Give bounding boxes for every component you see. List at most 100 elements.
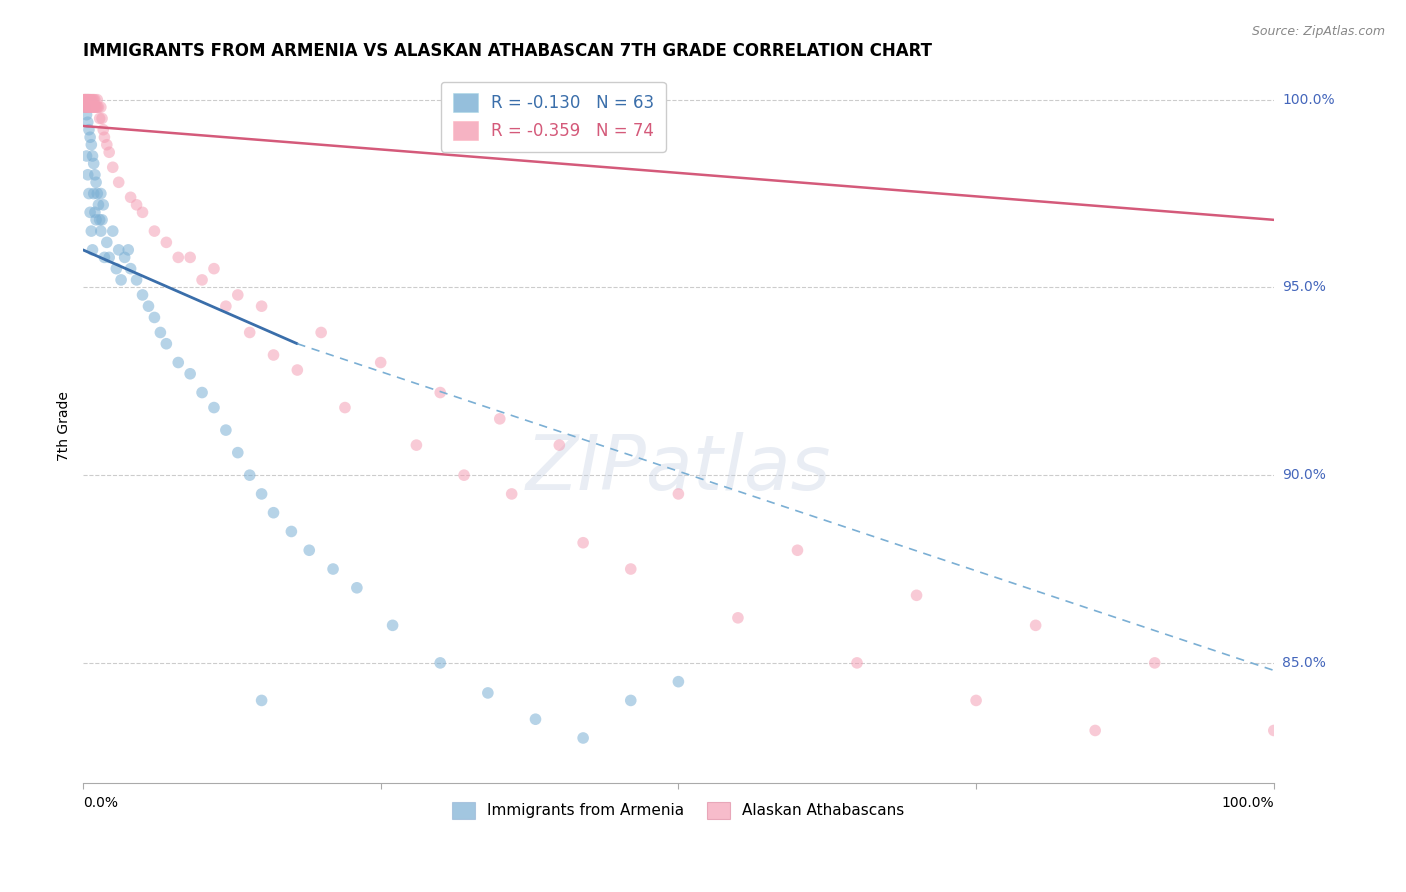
Point (75, 93, 97, 107)
Point (96, 137, 118, 152)
Point (381, 618, 404, 632)
Point (75, 100, 97, 114)
Point (143, 224, 166, 238)
Point (75, 100, 97, 114)
Point (82, 243, 104, 257)
Point (131, 288, 153, 302)
Point (548, 438, 571, 452)
Point (76, 100, 98, 114)
Point (83, 168, 105, 182)
Point (846, 656, 869, 670)
Point (76, 149, 98, 163)
Point (239, 326, 262, 340)
Point (501, 487, 523, 501)
Point (1143, 656, 1166, 670)
Point (83, 93, 105, 107)
Point (77, 186, 100, 201)
Point (80, 100, 103, 114)
Point (77, 93, 100, 107)
Point (965, 693, 987, 707)
Point (80, 93, 103, 107)
Point (263, 348, 285, 362)
Point (83, 93, 105, 107)
Point (155, 336, 177, 351)
Point (263, 506, 285, 520)
Point (90, 224, 112, 238)
Point (93, 251, 115, 265)
Point (370, 355, 392, 369)
Point (477, 686, 499, 700)
Text: 95.0%: 95.0% (1282, 280, 1326, 294)
Point (76, 93, 98, 107)
Point (125, 273, 148, 287)
Point (90, 186, 112, 201)
Point (179, 251, 201, 265)
Point (120, 261, 142, 276)
Point (120, 190, 142, 204)
Point (76, 100, 98, 114)
Point (524, 712, 547, 726)
Point (322, 562, 344, 576)
Point (250, 299, 273, 313)
Point (117, 243, 139, 257)
Point (727, 611, 749, 625)
Point (202, 261, 225, 276)
Text: 100.0%: 100.0% (1282, 93, 1334, 107)
Point (280, 524, 302, 539)
Point (83, 186, 105, 201)
Point (83, 205, 105, 219)
Point (84, 212, 107, 227)
Point (82, 100, 104, 114)
Point (73, 100, 96, 114)
Point (77, 100, 100, 114)
Point (1025, 618, 1047, 632)
Text: 90.0%: 90.0% (1282, 468, 1326, 483)
Point (76, 115, 98, 129)
Point (86, 93, 108, 107)
Point (98, 145, 121, 160)
Point (298, 543, 321, 558)
Point (80, 137, 103, 152)
Point (620, 562, 643, 576)
Point (86, 100, 108, 114)
Point (239, 468, 262, 483)
Point (77, 93, 100, 107)
Point (131, 205, 153, 219)
Legend: Immigrants from Armenia, Alaskan Athabascans: Immigrants from Armenia, Alaskan Athabas… (446, 796, 911, 825)
Point (79, 93, 101, 107)
Point (75, 93, 97, 107)
Point (125, 198, 148, 212)
Point (98, 251, 121, 265)
Point (167, 355, 190, 369)
Point (572, 731, 595, 745)
Point (333, 401, 356, 415)
Point (1263, 723, 1285, 738)
Y-axis label: 7th Grade: 7th Grade (58, 392, 72, 461)
Point (105, 261, 128, 276)
Point (76, 93, 98, 107)
Point (76, 93, 98, 107)
Point (215, 299, 238, 313)
Point (87, 100, 110, 114)
Point (191, 385, 214, 400)
Point (91, 212, 114, 227)
Text: 85.0%: 85.0% (1282, 656, 1326, 670)
Point (87, 198, 110, 212)
Point (149, 326, 172, 340)
Text: Source: ZipAtlas.com: Source: ZipAtlas.com (1251, 25, 1385, 38)
Point (429, 385, 451, 400)
Point (79, 205, 101, 219)
Point (114, 251, 136, 265)
Point (453, 468, 475, 483)
Point (91, 198, 114, 212)
Point (620, 693, 643, 707)
Point (143, 310, 166, 325)
Point (226, 445, 249, 459)
Point (84, 175, 107, 189)
Point (786, 543, 808, 558)
Point (96, 235, 118, 250)
Point (73, 93, 96, 107)
Point (1084, 723, 1107, 738)
Point (76, 108, 98, 122)
Point (309, 326, 332, 340)
